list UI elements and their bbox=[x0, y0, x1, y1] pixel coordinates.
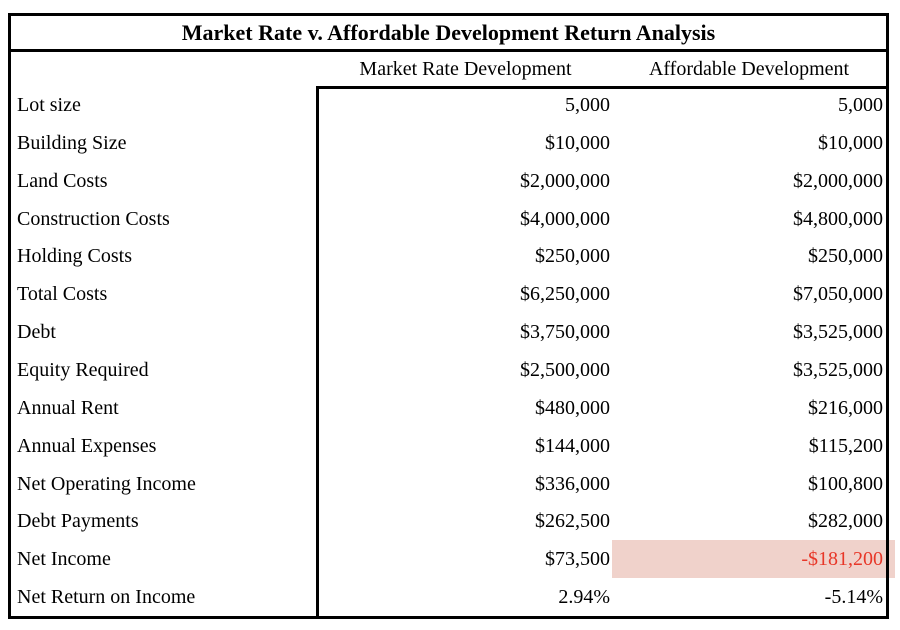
market-rate-value: $3,750,000 bbox=[520, 321, 610, 344]
market-rate-value: $73,500 bbox=[545, 548, 610, 571]
market-rate-value: $6,250,000 bbox=[520, 283, 610, 306]
table-row: Net Return on Income 2.94% -5.14% bbox=[11, 578, 886, 616]
row-label: Construction Costs bbox=[17, 207, 170, 230]
row-label: Net Return on Income bbox=[17, 586, 196, 609]
affordable-value: $216,000 bbox=[808, 396, 883, 419]
table-row: Land Costs $2,000,000 $2,000,000 bbox=[11, 162, 886, 200]
market-rate-value: $336,000 bbox=[535, 472, 610, 495]
table-title-bar: Market Rate v. Affordable Development Re… bbox=[11, 16, 886, 52]
market-rate-value: $480,000 bbox=[535, 396, 610, 419]
row-label: Equity Required bbox=[17, 358, 149, 381]
affordable-value: $10,000 bbox=[818, 131, 883, 154]
table-title: Market Rate v. Affordable Development Re… bbox=[181, 19, 716, 45]
affordable-value: -5.14% bbox=[824, 586, 883, 609]
analysis-table: Market Rate v. Affordable Development Re… bbox=[8, 13, 889, 619]
affordable-value: $7,050,000 bbox=[793, 283, 883, 306]
table-row: Building Size $10,000 $10,000 bbox=[11, 124, 886, 162]
row-label: Building Size bbox=[17, 131, 127, 154]
table-row: Construction Costs $4,000,000 $4,800,000 bbox=[11, 200, 886, 238]
table-row: Annual Expenses $144,000 $115,200 bbox=[11, 427, 886, 465]
row-label: Lot size bbox=[17, 93, 81, 116]
market-rate-value: $144,000 bbox=[535, 434, 610, 457]
row-label: Total Costs bbox=[17, 283, 108, 306]
column-header-affordable: Affordable Development bbox=[648, 57, 850, 80]
market-rate-value: $2,000,000 bbox=[520, 169, 610, 192]
row-label: Land Costs bbox=[17, 169, 108, 192]
table-row: Annual Rent $480,000 $216,000 bbox=[11, 389, 886, 427]
row-label: Debt Payments bbox=[17, 510, 139, 533]
affordable-value: $3,525,000 bbox=[793, 358, 883, 381]
row-label: Annual Expenses bbox=[17, 434, 157, 457]
market-rate-value: $262,500 bbox=[535, 510, 610, 533]
table-row: Net Operating Income $336,000 $100,800 bbox=[11, 465, 886, 503]
table-row: Equity Required $2,500,000 $3,525,000 bbox=[11, 351, 886, 389]
market-rate-value: $2,500,000 bbox=[520, 358, 610, 381]
row-label: Net Operating Income bbox=[17, 472, 196, 495]
market-rate-value: $250,000 bbox=[535, 245, 610, 268]
market-rate-value: 5,000 bbox=[565, 93, 610, 116]
market-rate-value: 2.94% bbox=[558, 586, 610, 609]
row-label: Holding Costs bbox=[17, 245, 133, 268]
column-header-market-rate: Market Rate Development bbox=[359, 57, 572, 80]
table-row: Holding Costs $250,000 $250,000 bbox=[11, 237, 886, 275]
market-rate-value: $4,000,000 bbox=[520, 207, 610, 230]
affordable-value: $250,000 bbox=[808, 245, 883, 268]
table-row: Total Costs $6,250,000 $7,050,000 bbox=[11, 275, 886, 313]
affordable-value: $2,000,000 bbox=[793, 169, 883, 192]
table-row: Debt Payments $262,500 $282,000 bbox=[11, 502, 886, 540]
affordable-value: 5,000 bbox=[838, 93, 883, 116]
affordable-value: $4,800,000 bbox=[793, 207, 883, 230]
affordable-value: -$181,200 bbox=[801, 548, 883, 571]
row-label: Net Income bbox=[17, 548, 111, 571]
table-body: Lot size 5,000 5,000 Building Size $10,0… bbox=[11, 86, 886, 616]
column-header-row: Market Rate Development Affordable Devel… bbox=[11, 52, 886, 86]
affordable-value: $115,200 bbox=[808, 434, 883, 457]
table-row: Debt $3,750,000 $3,525,000 bbox=[11, 313, 886, 351]
affordable-value: $3,525,000 bbox=[793, 321, 883, 344]
table-row: Net Income $73,500 -$181,200 bbox=[11, 540, 886, 578]
row-label: Debt bbox=[17, 321, 56, 344]
table-row: Lot size 5,000 5,000 bbox=[11, 86, 886, 124]
negative-value-highlight bbox=[612, 540, 895, 578]
affordable-value: $100,800 bbox=[808, 472, 883, 495]
market-rate-value: $10,000 bbox=[545, 131, 610, 154]
affordable-value: $282,000 bbox=[808, 510, 883, 533]
row-label: Annual Rent bbox=[17, 396, 119, 419]
